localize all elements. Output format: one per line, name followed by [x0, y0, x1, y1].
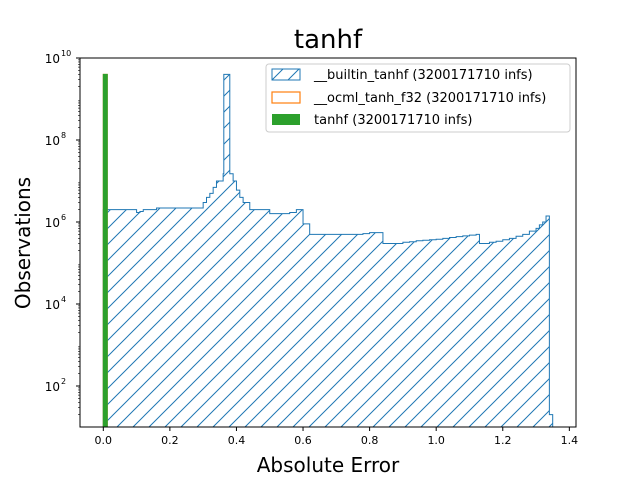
y-tick-label: 10	[45, 134, 60, 148]
y-tick-label: 10	[45, 52, 60, 66]
chart-title: tanhf	[294, 25, 363, 55]
x-axis-label: Absolute Error	[257, 453, 400, 477]
legend-frame	[265, 63, 571, 133]
legend-label-tanhf: tanhf (3200171710 infs)	[314, 113, 472, 128]
y-tick-exponent: 8	[61, 131, 66, 140]
x-axis-ticks: 0.0 0.2 0.4 0.6 0.8 1.0 1.2 1.4	[95, 427, 579, 447]
legend-swatch-builtin	[271, 68, 301, 81]
legend-swatch-ocml	[271, 91, 301, 104]
x-tick-label: 1.4	[561, 434, 579, 447]
x-tick-label: 0.4	[228, 434, 246, 447]
y-tick-exponent: 2	[61, 377, 66, 386]
x-tick-label: 0.6	[294, 434, 312, 447]
x-tick-label: 1.0	[427, 434, 445, 447]
x-tick-label: 0.0	[95, 434, 113, 447]
legend: __builtin_tanhf (3200171710 infs) __ocml…	[265, 63, 571, 133]
y-tick-exponent: 4	[61, 295, 66, 304]
y-tick-exponent: 10	[61, 49, 71, 58]
plot-frame	[79, 57, 577, 428]
x-tick-label: 1.2	[494, 434, 512, 447]
legend-swatch-tanhf	[272, 114, 300, 125]
y-tick-label: 10	[45, 298, 60, 312]
y-tick-exponent: 6	[61, 213, 66, 222]
legend-label-ocml: __ocml_tanh_f32 (3200171710 infs)	[313, 91, 546, 106]
y-tick-label: 10	[45, 380, 60, 394]
y-tick-label: 10	[45, 216, 60, 230]
legend-label-builtin: __builtin_tanhf (3200171710 infs)	[313, 68, 533, 83]
plot-area	[102, 73, 554, 427]
x-tick-label: 0.8	[361, 434, 379, 447]
y-axis-label: Observations	[11, 177, 35, 309]
x-tick-label: 0.2	[161, 434, 179, 447]
series-tanhf	[102, 73, 108, 427]
series-builtin-tanhf	[102, 73, 554, 427]
